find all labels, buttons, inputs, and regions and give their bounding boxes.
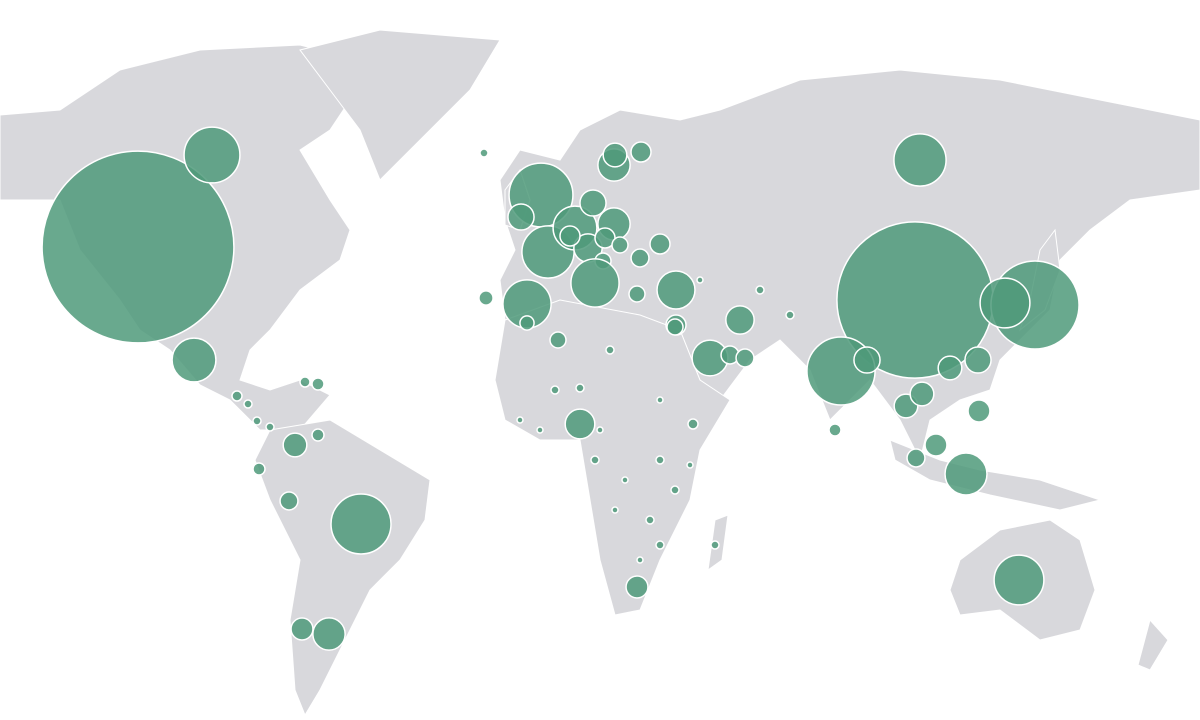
bubble [785, 310, 795, 320]
bubble [282, 432, 308, 458]
bubble [710, 540, 720, 550]
bubble [611, 506, 619, 514]
bubble [605, 345, 615, 355]
bubble [628, 285, 646, 303]
bubble [686, 461, 694, 469]
bubble [479, 148, 489, 158]
bubble [590, 455, 600, 465]
bubble [171, 337, 217, 383]
bubble [893, 133, 947, 187]
bubble [656, 270, 696, 310]
bubble [655, 540, 665, 550]
bubble [630, 248, 650, 268]
bubble [330, 493, 392, 555]
bubble [828, 423, 842, 437]
bubble [41, 150, 235, 344]
south-america [254, 419, 431, 717]
bubble [625, 575, 649, 599]
bubble [602, 142, 628, 168]
bubble [979, 277, 1031, 329]
bubble [993, 554, 1045, 606]
bubble [550, 385, 560, 395]
bubble [649, 233, 671, 255]
bubble [670, 485, 680, 495]
bubble [735, 348, 755, 368]
greenland [299, 29, 501, 181]
bubble [243, 399, 253, 409]
bubble [478, 290, 494, 306]
bubble [252, 416, 262, 426]
bubble [655, 455, 665, 465]
bubble [630, 141, 652, 163]
bubble [755, 285, 765, 295]
bubble [299, 376, 311, 388]
bubble [559, 225, 581, 247]
bubble [575, 383, 585, 393]
bubble [906, 448, 926, 468]
bubble [516, 416, 524, 424]
bubble [656, 396, 664, 404]
bubble [570, 258, 620, 308]
bubble [666, 318, 684, 336]
bubble [549, 331, 567, 349]
bubble [579, 189, 607, 217]
bubble [311, 377, 325, 391]
bubble [279, 491, 299, 511]
bubble [636, 556, 644, 564]
bubble [687, 418, 699, 430]
bubble [909, 381, 935, 407]
bubble [621, 476, 629, 484]
bubble [937, 355, 963, 381]
bubble [311, 428, 325, 442]
bubble [645, 515, 655, 525]
bubble [964, 346, 992, 374]
bubble [507, 203, 535, 231]
bubble [536, 426, 544, 434]
bubble [564, 408, 596, 440]
bubble [231, 390, 243, 402]
bubble [967, 399, 991, 423]
bubbles [41, 126, 1080, 651]
bubble [596, 426, 604, 434]
bubble [853, 346, 881, 374]
bubble [265, 422, 275, 432]
bubble [252, 462, 266, 476]
bubble [312, 617, 346, 651]
bubble [290, 617, 314, 641]
bubble [696, 276, 704, 284]
bubble [924, 433, 948, 457]
new-zealand [1137, 618, 1169, 671]
bubble [183, 126, 241, 184]
bubble [611, 236, 629, 254]
bubble [944, 452, 988, 496]
bubble [725, 305, 755, 335]
bubble [519, 315, 535, 331]
